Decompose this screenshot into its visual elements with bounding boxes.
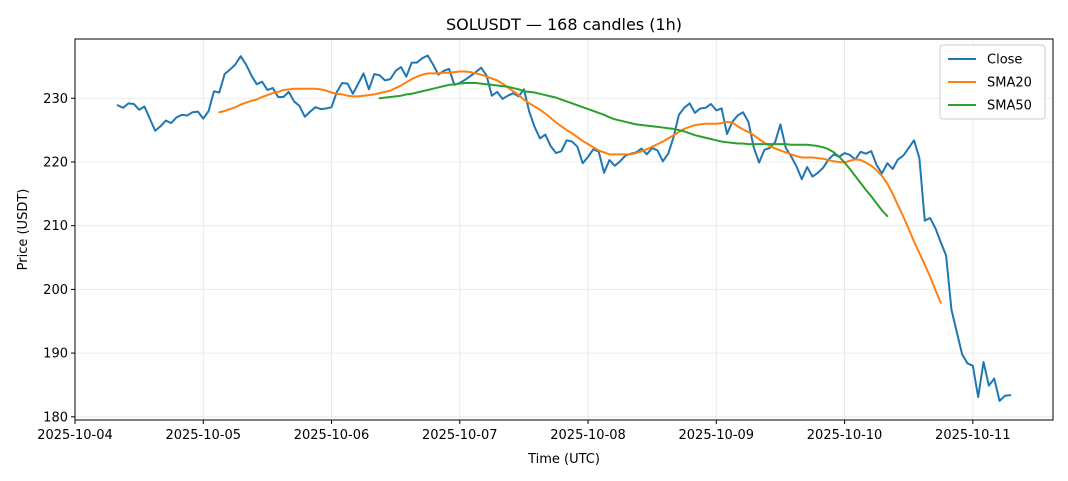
grid — [74, 39, 1053, 420]
legend-box — [939, 44, 1046, 120]
x-tick-label: 2025-10-07 — [422, 428, 498, 443]
x-tick-label: 2025-10-11 — [935, 428, 1011, 443]
legend-label-close: Close — [987, 53, 1022, 68]
y-tick-label: 180 — [43, 410, 68, 425]
y-tick-label: 200 — [43, 283, 68, 298]
y-axis-label: Price (USDT) — [16, 189, 31, 271]
x-tick-label: 2025-10-04 — [37, 428, 113, 443]
series-layer — [116, 54, 1012, 402]
plot-frame — [74, 38, 1054, 421]
x-tick-label: 2025-10-10 — [807, 428, 883, 443]
legend: Close SMA20 SMA50 — [939, 44, 1046, 120]
series-line-close — [116, 54, 1012, 402]
y-tick-label: 210 — [43, 219, 68, 234]
legend-label-sma50: SMA50 — [987, 99, 1032, 114]
x-tick-label: 2025-10-05 — [165, 428, 241, 443]
y-tick-label: 220 — [43, 155, 68, 170]
x-tick-label: 2025-10-06 — [294, 428, 370, 443]
y-tick-label: 190 — [43, 347, 68, 362]
x-axis-label: Time (UTC) — [527, 452, 600, 467]
x-tick-label: 2025-10-09 — [679, 428, 755, 443]
series-line-sma20 — [218, 70, 942, 304]
x-axis: 2025-10-04 2025-10-05 2025-10-06 2025-10-07… — [37, 420, 1011, 443]
legend-label-sma20: SMA20 — [987, 76, 1032, 91]
y-axis: 180 190 200 210 220 230 — [43, 92, 75, 425]
y-tick-label: 230 — [43, 92, 68, 107]
series-line-sma50 — [378, 81, 889, 218]
x-tick-label: 2025-10-08 — [550, 428, 626, 443]
chart-title: SOLUSDT — 168 candles (1h) — [446, 15, 682, 34]
